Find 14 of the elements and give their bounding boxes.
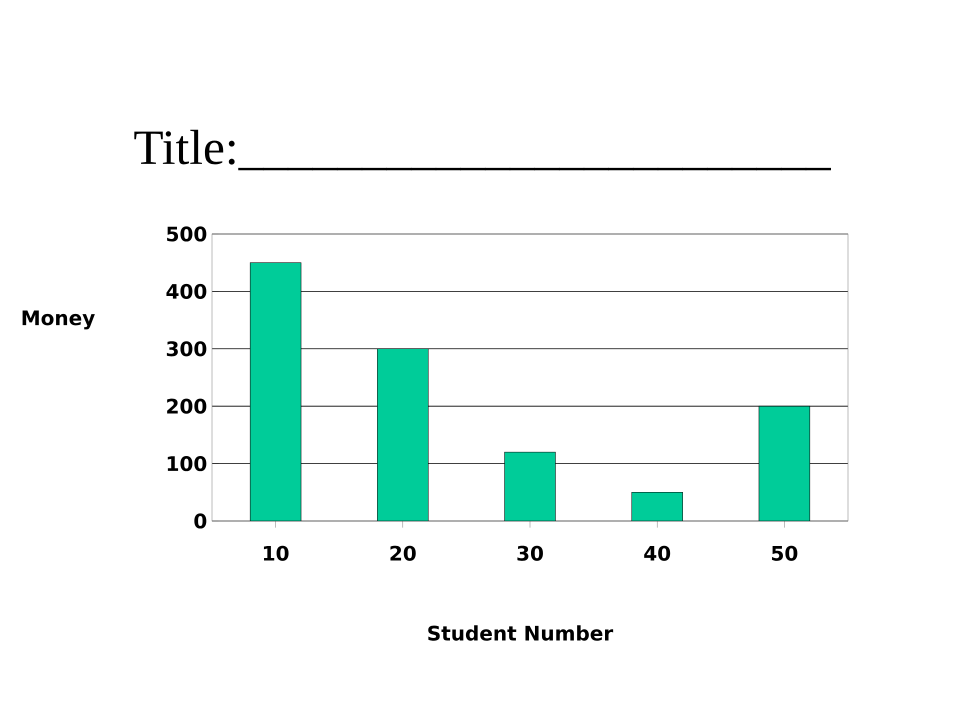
- y-axis-title: Money: [22, 310, 95, 330]
- x-tick-label: 50: [772, 546, 798, 561]
- x-tick-label: 10: [264, 546, 289, 561]
- y-tick-label: 200: [167, 398, 206, 414]
- x-axis-title: Student Number: [428, 625, 614, 641]
- x-tick-label: 40: [644, 546, 670, 561]
- chart-title: Title:________________________: [134, 130, 831, 170]
- x-tick-label: 20: [390, 546, 416, 561]
- y-tick-label: 300: [166, 341, 206, 356]
- y-tick-label: 0: [194, 513, 206, 529]
- x-tick-label: 30: [517, 546, 543, 561]
- y-tick-label: 100: [168, 456, 206, 472]
- y-tick-label: 500: [167, 226, 206, 242]
- y-tick-label: 400: [166, 284, 206, 299]
